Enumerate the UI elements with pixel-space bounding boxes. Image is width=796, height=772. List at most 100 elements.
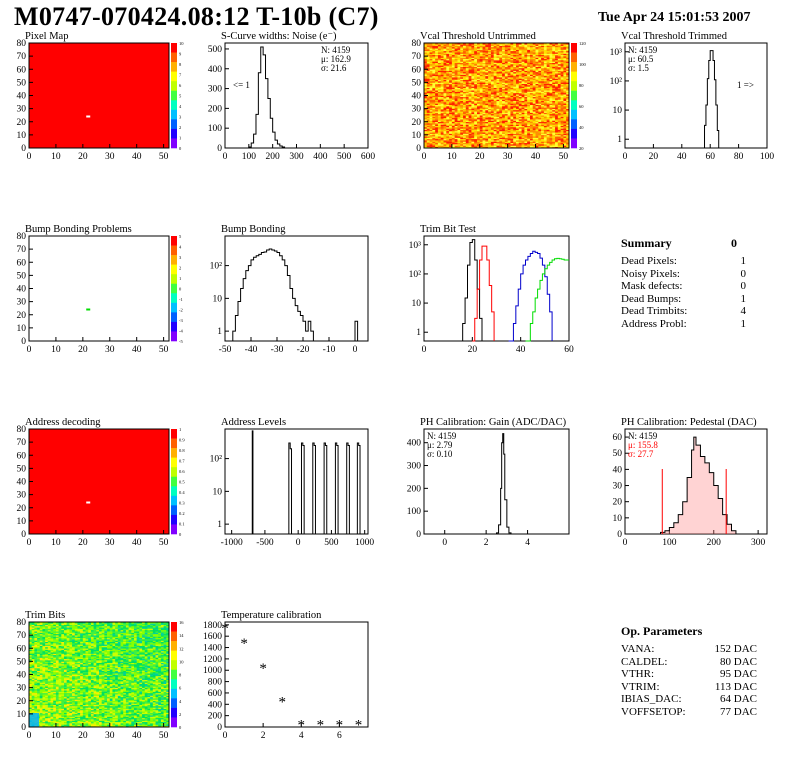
vcal-untrimmed-ylabel: 40 — [412, 92, 422, 102]
temperature-calibration-ylabel: 1200 — [203, 655, 222, 665]
trim-bits-xlabel: 30 — [105, 731, 115, 741]
ph-gain-ylabel: 0 — [416, 530, 421, 540]
trim-bits-zlabel: 16 — [179, 620, 184, 625]
address-decoding-ylabel: 50 — [17, 464, 27, 474]
trim-bits-ylabel: 30 — [17, 684, 27, 694]
ph-pedestal-stat-1: μ: 155.8 — [628, 440, 658, 450]
temperature-calibration-ylabel: 1800 — [203, 621, 222, 631]
temperature-calibration-ylabel: 400 — [208, 700, 223, 710]
trim-bits-zscale — [171, 641, 177, 651]
bump-bonding-xlabel: -40 — [245, 345, 258, 355]
trim-bits-ylabel: 50 — [17, 657, 27, 667]
address-decoding-xlabel: 20 — [78, 538, 88, 548]
trim-bits-zlabel: 14 — [179, 633, 184, 638]
scurve-widths-stat-1: μ: 162.9 — [321, 54, 351, 64]
address-levels-xlabel: -500 — [256, 538, 274, 548]
bump-map-ylabel: 20 — [17, 311, 27, 321]
temperature-calibration-frame — [224, 621, 369, 728]
scurve-widths-title: S-Curve widths: Noise (e⁻) — [221, 31, 337, 42]
temperature-calibration-xlabel: 6 — [337, 731, 342, 741]
pixel-map-ylabel: 50 — [17, 78, 27, 88]
address-decoding-zscale — [171, 438, 177, 449]
vcal-trimmed-xlabel: 80 — [734, 152, 744, 162]
pixel-map-xlabel: 40 — [132, 152, 142, 162]
vcal-trimmed-stat-1: μ: 60.5 — [628, 54, 654, 64]
bump-map-zscale — [171, 331, 177, 342]
vcal-untrimmed-cells — [424, 43, 570, 149]
summary-row-value: 1 — [740, 255, 747, 267]
ph-gain-ylabel: 200 — [407, 484, 422, 494]
temperature-calibration-point: * — [317, 718, 325, 734]
trim-bits-zscale — [171, 698, 177, 709]
bump-map-zscale — [171, 302, 177, 313]
temperature-calibration-point: * — [278, 694, 286, 710]
op-param-value: 64 DAC — [720, 693, 757, 705]
op-param-value: 113 DAC — [714, 680, 757, 693]
ph-pedestal-xlabel: 100 — [662, 538, 677, 548]
scurve-widths-xlabel: 600 — [361, 152, 376, 162]
pixel-map-ylabel: 20 — [17, 118, 27, 128]
op-param-label: IBIAS_DAC: — [621, 693, 682, 705]
ph-gain-ylabel: 300 — [407, 462, 422, 472]
temperature-calibration-point: * — [355, 718, 363, 734]
trim-bit-test-ylabel: 10² — [409, 270, 422, 280]
op-param-label: VTRIM: — [621, 680, 660, 693]
summary-row-value: 4 — [740, 305, 747, 317]
pixel-map-ylabel: 70 — [17, 52, 27, 62]
address-decoding-ylabel: 10 — [17, 517, 27, 527]
pixel-map-zlabel: 4 — [179, 104, 182, 109]
bump-map-xlabel: 50 — [159, 345, 169, 355]
address-decoding-zlabel: 0.3 — [179, 501, 185, 506]
ph-pedestal-ylabel: 40 — [613, 465, 623, 475]
pixel-map-mark — [86, 115, 91, 118]
vcal-untrimmed-zscale — [571, 81, 577, 92]
bump-map-zlabel: 2 — [179, 266, 181, 271]
temperature-calibration-point: * — [336, 718, 344, 734]
scurve-widths-underflow: <= 1 — [233, 80, 250, 90]
pixel-map-xlabel: 50 — [159, 152, 169, 162]
ph-pedestal-stat-0: N: 4159 — [628, 431, 658, 441]
vcal-untrimmed-ylabel: 30 — [412, 105, 422, 115]
address-decoding-ylabel: 60 — [17, 451, 27, 461]
trim-bits-zlabel: 10 — [179, 659, 184, 664]
address-decoding-zscale — [171, 505, 177, 516]
bump-map-xlabel: 40 — [132, 345, 142, 355]
vcal-untrimmed-ylabel: 50 — [412, 78, 422, 88]
bump-map-ylabel: 40 — [17, 285, 27, 295]
ph-gain-stat-2: σ: 0.10 — [427, 449, 453, 459]
scurve-widths-xlabel: 100 — [242, 152, 257, 162]
vcal-untrimmed-ylabel: 20 — [412, 118, 422, 128]
vcal-untrimmed-xlabel: 0 — [422, 152, 427, 162]
bump-map-zlabel: 5 — [179, 234, 182, 239]
pixel-map-zscale — [171, 90, 177, 101]
pixel-map-zscale — [171, 119, 177, 130]
ph-gain-ylabel: 100 — [407, 507, 422, 517]
pixel-map-xlabel: 20 — [78, 152, 88, 162]
address-levels-xlabel: 0 — [296, 538, 301, 548]
pixel-map-zlabel: 10 — [179, 41, 184, 46]
address-decoding-zlabel: 0.9 — [179, 438, 185, 443]
summary-row-label: Mask defects: — [621, 280, 683, 292]
trim-bits-zscale — [171, 679, 177, 690]
address-levels-ylabel: 10 — [213, 487, 223, 497]
trim-bit-test-series-0 — [460, 239, 483, 342]
vcal-trimmed-title: Vcal Threshold Trimmed — [621, 31, 728, 42]
vcal-untrimmed-ylabel: 70 — [412, 52, 422, 62]
scurve-widths-ylabel: 500 — [208, 45, 223, 55]
scurve-widths-ylabel: 300 — [208, 85, 223, 95]
pixel-map-title: Pixel Map — [25, 31, 68, 42]
trim-bit-test-xlabel: 20 — [468, 345, 478, 355]
vcal-trimmed-xlabel: 20 — [649, 152, 659, 162]
scurve-widths-stat-0: N: 4159 — [321, 45, 351, 55]
temperature-calibration-ylabel: 0 — [217, 723, 222, 733]
vcal-trimmed-chart: Vcal Threshold Trimmed 0 20 40 60 80 100 1 10 10²… — [610, 31, 775, 162]
vcal-trimmed-xlabel: 60 — [705, 152, 715, 162]
address-decoding-ylabel: 70 — [17, 438, 27, 448]
vcal-untrimmed-ylabel: 60 — [412, 65, 422, 75]
op-param-label: CALDEL: — [621, 655, 668, 668]
address-decoding-zlabel: 0.7 — [179, 459, 185, 464]
vcal-untrimmed-zscale — [571, 100, 577, 111]
